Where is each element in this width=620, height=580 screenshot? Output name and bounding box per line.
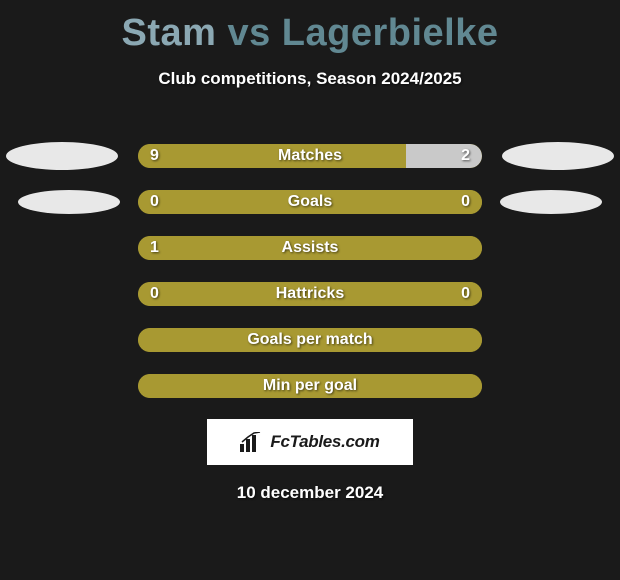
stat-value-left: 0 <box>150 193 159 211</box>
bar-left-fill <box>138 282 482 306</box>
bar-left-fill <box>138 328 482 352</box>
bar-left-fill <box>138 190 482 214</box>
bar-track: 9 Matches 2 <box>138 144 482 168</box>
bar-track: Min per goal <box>138 374 482 398</box>
chart-icon <box>240 432 264 452</box>
stat-row-matches: 9 Matches 2 <box>0 133 620 179</box>
stat-row-assists: 1 Assists <box>0 225 620 271</box>
comparison-chart: 9 Matches 2 0 Goals 0 1 Assists 0 Hattri… <box>0 133 620 409</box>
stat-value-right: 0 <box>461 193 470 211</box>
stat-row-goals: 0 Goals 0 <box>0 179 620 225</box>
bar-right-fill <box>406 144 482 168</box>
stat-value-left: 1 <box>150 239 159 257</box>
stat-value-left: 9 <box>150 147 159 165</box>
player2-name: Lagerbielke <box>282 12 499 54</box>
stat-row-hattricks: 0 Hattricks 0 <box>0 271 620 317</box>
date-text: 10 december 2024 <box>0 483 620 503</box>
avatar-placeholder-right <box>500 190 602 214</box>
vs-text: vs <box>227 12 270 54</box>
subtitle: Club competitions, Season 2024/2025 <box>0 69 620 89</box>
page-title: Stam vs Lagerbielke <box>0 0 620 55</box>
bar-left-fill <box>138 144 406 168</box>
bar-track: 1 Assists <box>138 236 482 260</box>
stat-value-right: 2 <box>461 147 470 165</box>
avatar-placeholder-left <box>18 190 120 214</box>
bar-track: Goals per match <box>138 328 482 352</box>
avatar-placeholder-left <box>6 142 118 170</box>
stat-value-left: 0 <box>150 285 159 303</box>
stat-row-min-per-goal: Min per goal <box>0 363 620 409</box>
stat-value-right: 0 <box>461 285 470 303</box>
bar-left-fill <box>138 236 482 260</box>
branding-badge: FcTables.com <box>207 419 413 465</box>
bar-left-fill <box>138 374 482 398</box>
branding-text: FcTables.com <box>270 432 379 452</box>
player1-name: Stam <box>121 12 216 54</box>
stat-row-goals-per-match: Goals per match <box>0 317 620 363</box>
bar-track: 0 Goals 0 <box>138 190 482 214</box>
avatar-placeholder-right <box>502 142 614 170</box>
bar-track: 0 Hattricks 0 <box>138 282 482 306</box>
